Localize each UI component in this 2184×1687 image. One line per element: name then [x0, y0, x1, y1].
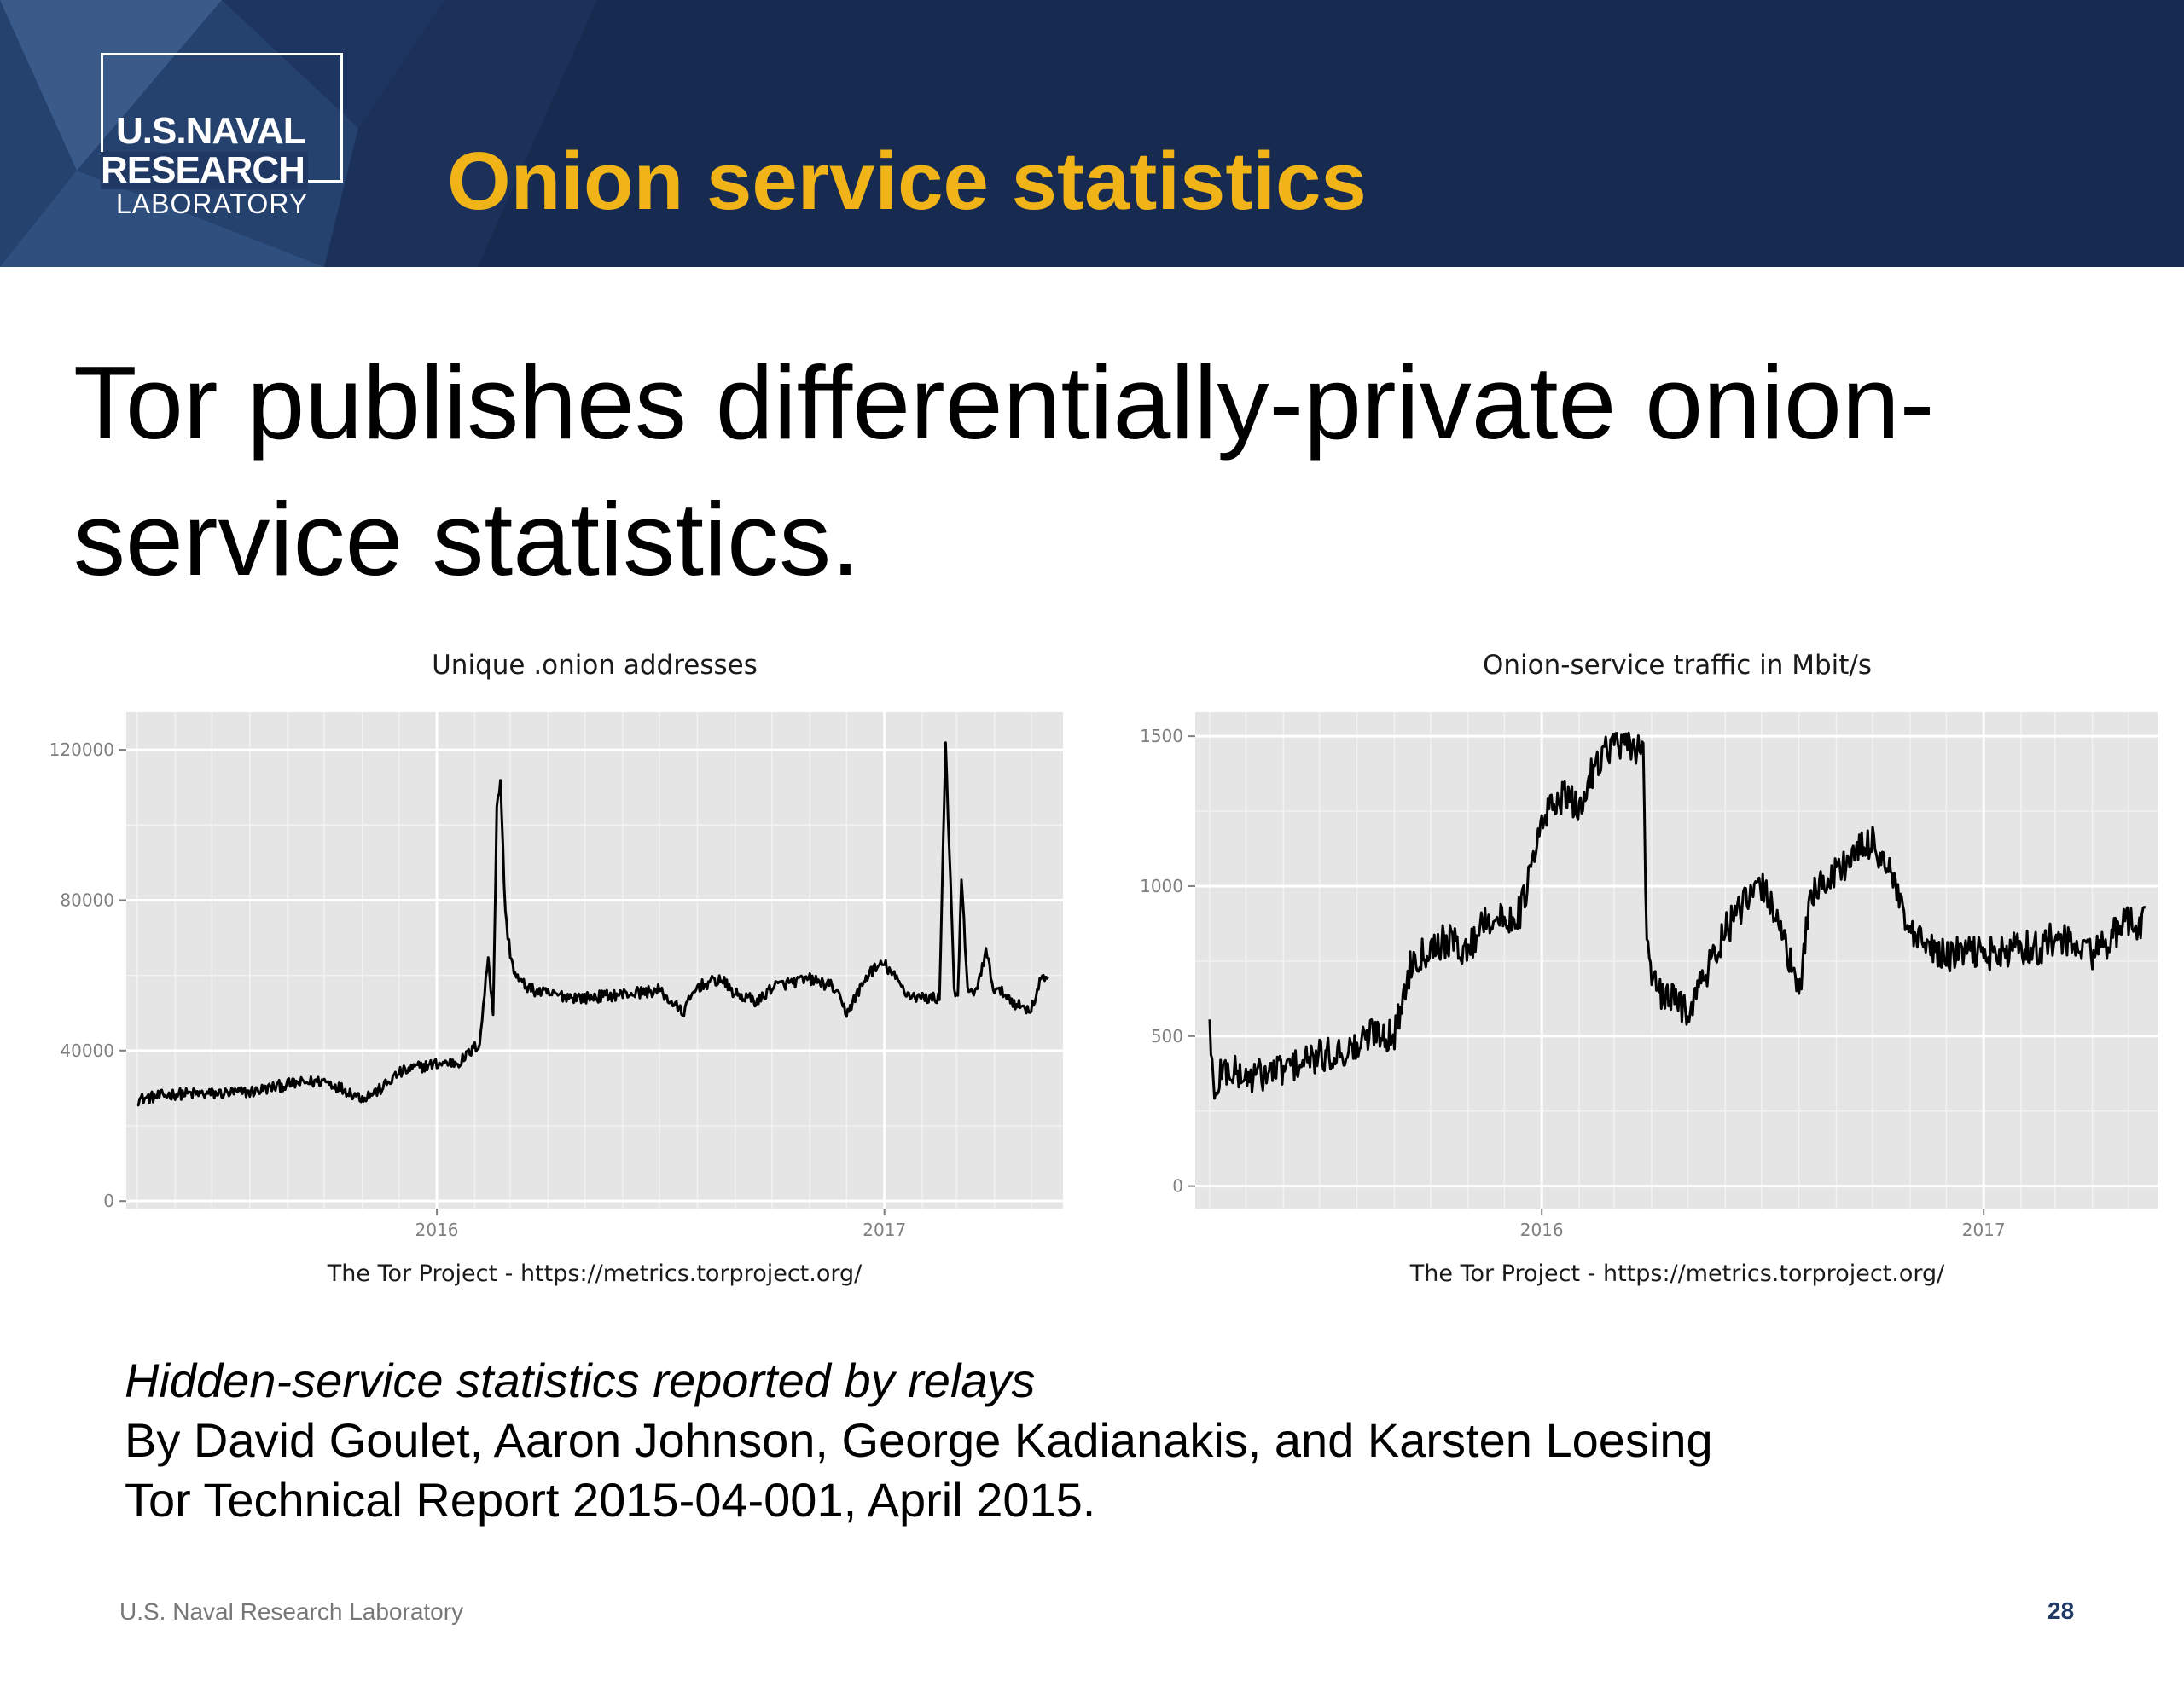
logo-text-line1: U.S.NAVAL	[116, 110, 306, 152]
citation-report: Tor Technical Report 2015-04-001, April …	[125, 1473, 1096, 1527]
y-tick-label: 0	[1172, 1176, 1183, 1197]
y-tick-label: 1500	[1140, 726, 1183, 746]
x-tick-label: 2016	[1520, 1220, 1564, 1240]
logo-text-line3: LABORATORY	[116, 188, 309, 219]
chart2-source: The Tor Project - https://metrics.torpro…	[1409, 1261, 1945, 1287]
y-tick-label: 120000	[49, 739, 114, 760]
slide-title: Onion service statistics	[447, 136, 1367, 227]
header-background	[0, 0, 597, 267]
chart2-panel	[1195, 712, 2158, 1209]
headline: Tor publishes differentially-private oni…	[73, 345, 1935, 597]
footer-organization: U.S. Naval Research Laboratory	[119, 1598, 464, 1625]
y-tick-label: 40000	[60, 1041, 114, 1061]
y-tick-label: 80000	[60, 890, 114, 910]
x-tick-label: 2017	[1962, 1220, 2006, 1240]
page-number: 28	[2048, 1597, 2075, 1624]
x-tick-label: 2016	[415, 1220, 459, 1240]
x-tick-label: 2017	[863, 1220, 906, 1240]
chart1-title: Unique .onion addresses	[432, 650, 758, 681]
citation-authors: By David Goulet, Aaron Johnson, George K…	[125, 1413, 1713, 1467]
logo-text-line2: RESEARCH	[101, 152, 308, 189]
y-tick-label: 500	[1151, 1026, 1183, 1046]
charts-canvas: 0 40000 80000 120000 2016 2017 0 500 1000 1500 201…	[49, 712, 2158, 1240]
chart1-source: The Tor Project - https://metrics.torpro…	[327, 1261, 863, 1287]
chart1-series-line	[136, 741, 1049, 1107]
y-tick-label: 1000	[1140, 876, 1183, 896]
chart2-title: Onion-service traffic in Mbit/s	[1482, 650, 1873, 681]
citation-title: Hidden-service statistics reported by re…	[125, 1354, 1036, 1407]
y-tick-label: 0	[103, 1191, 114, 1211]
chart2-series-line	[1208, 731, 2146, 1100]
slide-header	[0, 0, 2184, 267]
